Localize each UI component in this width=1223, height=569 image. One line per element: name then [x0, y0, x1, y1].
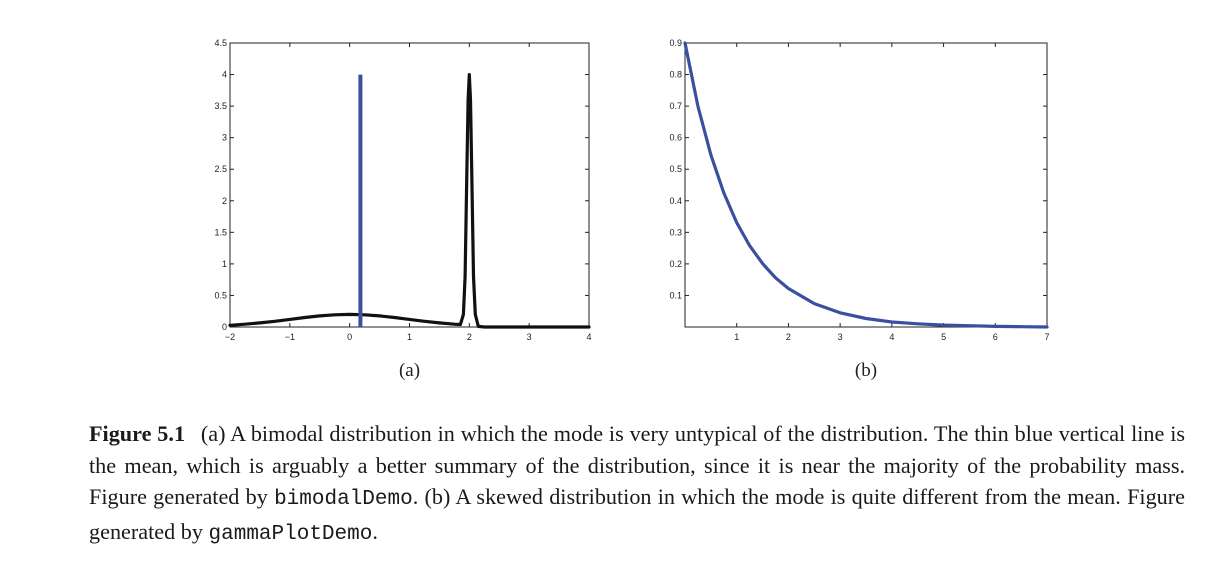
x-tick-label-a: 3 — [527, 332, 532, 342]
y-tick-label-a: 0 — [222, 322, 227, 332]
caption-code-gammaplotdemo: gammaPlotDemo — [208, 522, 373, 546]
y-tick-label-b: 0.9 — [669, 38, 682, 48]
x-tick-label-a: 0 — [347, 332, 352, 342]
y-tick-label-b: 0.1 — [669, 290, 682, 300]
axes-frame-b — [684, 42, 1048, 328]
y-tick-label-a: 4.5 — [214, 38, 227, 48]
y-tick-label-a: 2 — [222, 196, 227, 206]
y-tick-label-b: 0.8 — [669, 70, 682, 80]
x-tick-label-a: 4 — [586, 332, 591, 342]
caption-text-2: . (b) A skewed distribution in which the… — [89, 484, 1185, 544]
x-tick-label-b: 6 — [993, 332, 998, 342]
x-tick-label-b: 1 — [734, 332, 739, 342]
series-density-b — [683, 41, 1049, 329]
caption-text-1: (a) A bimodal distribution in which the … — [89, 421, 1186, 509]
x-tick-label-a: −2 — [225, 332, 235, 342]
y-tick-label-a: 3 — [222, 133, 227, 143]
y-tick-label-b: 0.2 — [669, 259, 682, 269]
figure-graphic: −2 −1 0 1 2 3 4 0 0.5 1 1.5 2 2.5 3 3.5 4 4.5 (a) 1 2 3 4 5 6 7… — [214, 38, 1049, 381]
series-density-a — [228, 72, 591, 329]
x-tick-label-b: 2 — [786, 332, 791, 342]
x-tick-label-b: 7 — [1044, 332, 1049, 342]
figure-label: Figure 5.1 — [89, 421, 186, 446]
y-tick-label-a: 4 — [222, 70, 227, 80]
x-tick-label-b: 4 — [889, 332, 894, 342]
y-tick-label-b: 0.3 — [669, 227, 682, 237]
x-tick-label-a: 1 — [407, 332, 412, 342]
panel-b: 1 2 3 4 5 6 7 0.1 0.2 0.3 0.4 0.5 0.6 0.7 0.8 0.9 (b) — [669, 38, 1049, 381]
y-tick-label-a: 1 — [222, 259, 227, 269]
caption-text-3: . — [372, 518, 378, 544]
y-tick-label-a: 3.5 — [214, 101, 227, 111]
y-tick-label-a: 0.5 — [214, 290, 227, 300]
panel-a: −2 −1 0 1 2 3 4 0 0.5 1 1.5 2 2.5 3 3.5 4 4.5 (a) — [214, 38, 591, 381]
y-tick-label-a: 1.5 — [214, 227, 227, 237]
panel-label-b: (b) — [855, 360, 877, 381]
x-tick-label-a: −1 — [285, 332, 295, 342]
panel-label-a: (a) — [399, 360, 420, 381]
y-tick-label-b: 0.5 — [669, 164, 682, 174]
figure-caption: Figure 5.1 (a) A bimodal distribution in… — [89, 418, 1185, 550]
x-tick-label-b: 3 — [838, 332, 843, 342]
x-tick-label-a: 2 — [467, 332, 472, 342]
caption-code-bimodaldemo: bimodalDemo — [274, 488, 413, 511]
y-tick-label-a: 2.5 — [214, 164, 227, 174]
axes-frame-a — [229, 42, 590, 328]
y-tick-label-b: 0.7 — [669, 101, 682, 111]
x-tick-label-b: 5 — [941, 332, 946, 342]
y-tick-label-b: 0.4 — [669, 196, 682, 206]
y-tick-label-b: 0.6 — [669, 133, 682, 143]
